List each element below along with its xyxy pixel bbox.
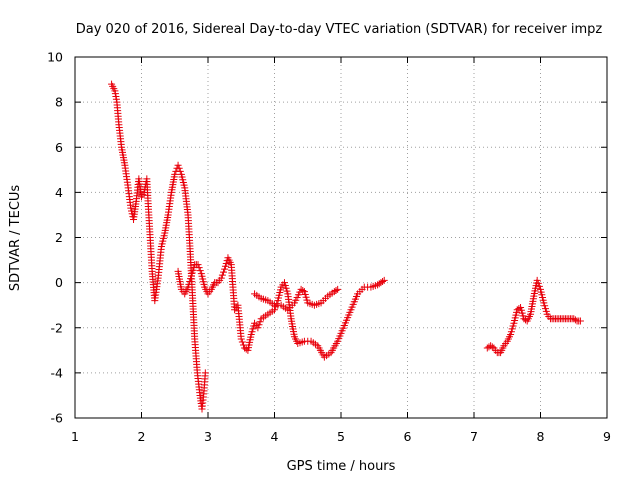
series-track-a: [108, 80, 209, 413]
grid: [75, 57, 607, 418]
data-point: [218, 271, 226, 279]
data-point: [175, 164, 183, 172]
data-point: [254, 324, 262, 332]
data-points: [108, 80, 584, 413]
x-tick-label: 9: [603, 429, 611, 444]
data-point: [534, 279, 542, 287]
y-axis-label: SDTVAR / TECUs: [8, 185, 23, 292]
data-point: [571, 316, 579, 324]
data-point: [299, 287, 307, 295]
data-point: [201, 369, 209, 377]
data-point: [174, 161, 182, 169]
series-track-d: [483, 276, 584, 357]
y-tick-label: 2: [55, 230, 63, 245]
data-point: [488, 343, 496, 351]
y-tick-labels: -6 -4 -2 0 2 4 6 8 10: [47, 50, 63, 426]
x-tick-label: 1: [71, 429, 79, 444]
y-tick-label: 8: [55, 95, 63, 110]
x-tick-label: 8: [537, 429, 545, 444]
y-tick-label: -4: [51, 365, 64, 380]
data-point: [533, 276, 541, 284]
x-tick-labels: 1 2 3 4 5 6 7 8 9: [71, 429, 611, 444]
x-tick-label: 7: [470, 429, 478, 444]
data-point: [220, 268, 228, 276]
data-point: [379, 277, 387, 285]
y-tick-label: 0: [55, 275, 63, 290]
data-point: [256, 318, 264, 326]
data-point: [334, 285, 342, 293]
y-tick-label: -2: [51, 320, 63, 335]
y-tick-label: 4: [55, 185, 63, 200]
series-track-b: [174, 254, 388, 361]
data-point: [171, 170, 179, 178]
data-point: [195, 264, 203, 272]
chart-title: Day 020 of 2016, Sidereal Day-to-day VTE…: [76, 22, 603, 37]
data-point: [237, 335, 245, 343]
x-tick-label: 6: [404, 429, 412, 444]
x-tick-label: 5: [337, 429, 345, 444]
data-point: [255, 321, 263, 329]
data-point: [576, 317, 584, 325]
data-point: [332, 287, 340, 295]
data-point: [176, 167, 184, 175]
x-tick-label: 4: [271, 429, 279, 444]
y-tick-label: 10: [47, 50, 63, 65]
data-point: [535, 282, 543, 290]
data-point: [196, 267, 204, 275]
data-point: [194, 261, 202, 269]
y-tick-label: 6: [55, 140, 63, 155]
data-point: [380, 276, 388, 284]
axis-ticks: [74, 56, 608, 419]
x-tick-label: 3: [204, 429, 212, 444]
data-point: [238, 338, 246, 346]
data-point: [217, 274, 225, 282]
x-axis-label: GPS time / hours: [287, 459, 396, 474]
series-track-c: [251, 285, 342, 314]
x-tick-label: 2: [138, 429, 146, 444]
y-tick-label: -6: [51, 411, 64, 426]
